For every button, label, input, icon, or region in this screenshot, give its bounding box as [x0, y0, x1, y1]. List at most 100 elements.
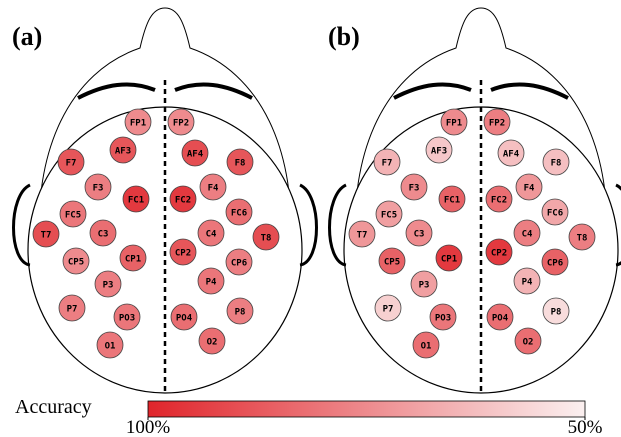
- electrode: FC5: [376, 201, 402, 227]
- electrode-label: O2: [523, 338, 534, 348]
- electrode: AF4: [182, 140, 208, 166]
- electrode-label: PO4: [176, 314, 193, 324]
- electrode: FP2: [168, 109, 194, 135]
- head-panel: (b) FP1 FP2 AF3 AF4 F7 F8 F3 F4 FC1 FC2 FC5 FC6 T7 T8 C…: [328, 8, 621, 393]
- electrode: CP5: [379, 248, 405, 274]
- electrode: FP1: [125, 109, 151, 135]
- electrode-label: O1: [421, 342, 432, 352]
- electrode-label: F8: [551, 159, 562, 169]
- electrode: F7: [58, 149, 84, 175]
- electrode: CP5: [63, 248, 89, 274]
- electrode-label: CP5: [68, 258, 84, 268]
- electrode-label: O2: [207, 338, 218, 348]
- electrode: F8: [227, 149, 253, 175]
- electrode-label: PO4: [492, 314, 509, 324]
- electrode: AF4: [498, 140, 524, 166]
- electrode: O1: [97, 332, 123, 358]
- electrode-label: P8: [235, 308, 246, 318]
- electrode-label: FP1: [446, 119, 462, 129]
- electrode: PO3: [430, 304, 456, 330]
- electrode-label: FC5: [381, 211, 397, 221]
- electrode: CP1: [120, 245, 146, 271]
- electrode-label: AF4: [187, 150, 204, 160]
- electrode: P8: [227, 298, 253, 324]
- electrode: PO3: [114, 304, 140, 330]
- electrode-label: P8: [551, 308, 562, 318]
- electrode: O2: [515, 328, 541, 354]
- electrode-label: T8: [261, 234, 272, 244]
- panel-label: (a): [12, 22, 42, 51]
- electrode: FC6: [542, 199, 568, 225]
- electrode: O2: [199, 328, 225, 354]
- electrode: FC6: [226, 199, 252, 225]
- figure: (a) FP1 FP2 AF3 AF4 F7 F8 F3 F4 FC1 FC2 FC5 FC6 T7 T8 C…: [0, 0, 621, 437]
- electrode: P3: [411, 271, 437, 297]
- electrode-label: C3: [414, 230, 425, 240]
- electrode-label: F7: [382, 159, 393, 169]
- electrode-label: F8: [235, 159, 246, 169]
- electrode: C4: [198, 220, 224, 246]
- electrode: T8: [569, 224, 595, 250]
- electrode: P3: [95, 271, 121, 297]
- electrode-label: P4: [522, 278, 533, 288]
- electrode: FC1: [123, 186, 149, 212]
- electrode: CP1: [436, 245, 462, 271]
- electrode: CP2: [170, 239, 196, 265]
- electrode: FC2: [486, 186, 512, 212]
- electrode-label: FC6: [547, 209, 563, 219]
- electrode-label: O1: [105, 342, 116, 352]
- colorbar: [148, 401, 585, 417]
- electrode-label: FP2: [173, 119, 189, 129]
- electrode-label: F4: [524, 184, 535, 194]
- electrode-label: FP2: [489, 119, 505, 129]
- electrode: FC2: [170, 186, 196, 212]
- panels: (a) FP1 FP2 AF3 AF4 F7 F8 F3 F4 FC1 FC2 FC5 FC6 T7 T8 C…: [12, 8, 621, 393]
- electrode-label: FC1: [444, 196, 460, 206]
- electrode-label: CP5: [384, 258, 400, 268]
- electrode: F3: [85, 174, 111, 200]
- electrode-label: C4: [206, 230, 217, 240]
- electrode: CP6: [542, 249, 568, 275]
- electrode-label: C4: [522, 230, 533, 240]
- electrode-label: P7: [67, 305, 78, 315]
- electrode: PO4: [487, 304, 513, 330]
- electrode-label: F7: [66, 159, 77, 169]
- electrode: F4: [516, 174, 542, 200]
- electrode: C3: [90, 220, 116, 246]
- electrode-label: PO3: [435, 314, 451, 324]
- electrode: AF3: [110, 137, 136, 163]
- electrode-label: AF4: [503, 150, 520, 160]
- electrode-label: FC5: [65, 211, 81, 221]
- electrode-label: T8: [577, 234, 588, 244]
- electrode-label: P4: [206, 278, 217, 288]
- electrode-label: AF3: [115, 147, 131, 157]
- electrode: P7: [59, 295, 85, 321]
- electrode-label: T7: [41, 231, 52, 241]
- electrode-label: T7: [357, 231, 368, 241]
- electrode-label: F3: [93, 184, 104, 194]
- electrode-label: FP1: [130, 119, 146, 129]
- electrode-label: AF3: [431, 147, 447, 157]
- electrode-label: CP2: [491, 249, 507, 259]
- electrode: F3: [401, 174, 427, 200]
- electrode-label: CP6: [547, 259, 563, 269]
- electrode-label: PO3: [119, 314, 135, 324]
- electrode-label: P3: [419, 281, 430, 291]
- electrode: AF3: [426, 137, 452, 163]
- head-outline: [330, 8, 621, 393]
- electrode: FC5: [60, 201, 86, 227]
- colorbar-title: Accuracy: [15, 396, 92, 418]
- electrode: T8: [253, 224, 279, 250]
- electrode-label: CP1: [441, 255, 457, 265]
- electrode-label: FC2: [491, 196, 507, 206]
- panel-label: (b): [328, 22, 360, 51]
- electrode: P7: [375, 295, 401, 321]
- electrode: T7: [349, 221, 375, 247]
- electrode-label: CP1: [125, 255, 141, 265]
- head-outline: [14, 8, 317, 393]
- electrode: FP1: [441, 109, 467, 135]
- electrode: F8: [543, 149, 569, 175]
- electrode-label: FC2: [175, 196, 191, 206]
- electrode-label: FC1: [128, 196, 144, 206]
